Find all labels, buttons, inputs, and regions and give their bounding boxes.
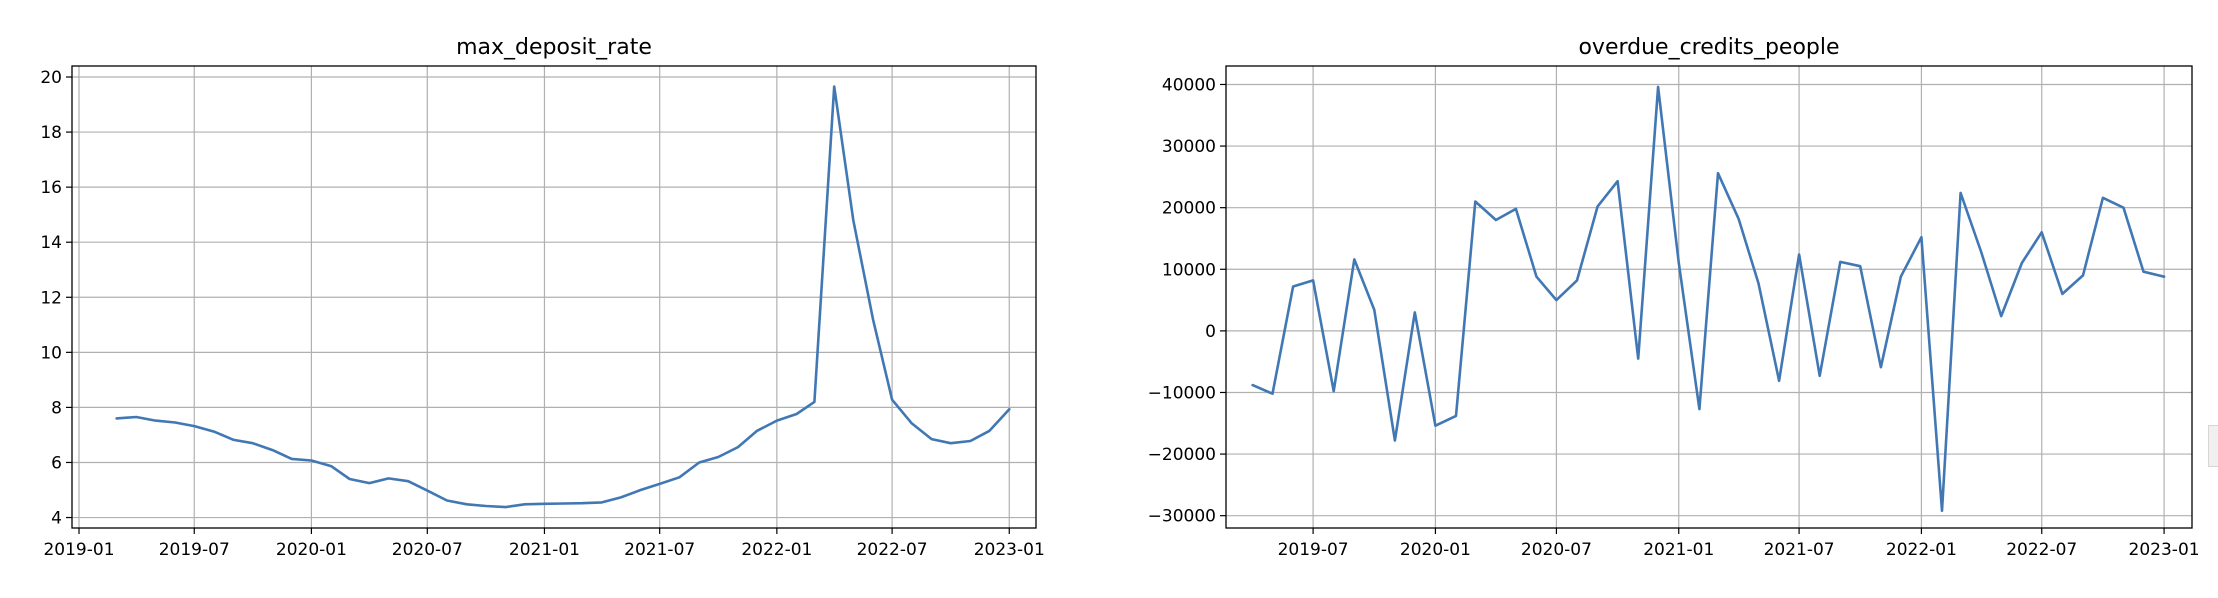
y-tick-label: −20000 [1148,445,1216,465]
y-tick-label: 20000 [1162,199,1216,219]
x-tick-label: 2021-07 [624,540,695,560]
plot-frame [71,65,1037,529]
chart-title: overdue_credits_people [1578,35,1839,60]
chart-title: max_deposit_rate [456,35,652,60]
chart-overdue-credits-people: overdue_credits_people 2019-07 2020-01 202… [1148,35,2200,560]
chart-max-deposit-rate: max_deposit_rate 2019-01 2019-07 2020-01 20… [40,35,1044,560]
y-tick-label: −10000 [1148,383,1216,403]
grid [1226,66,2192,528]
y-tick-label: 30000 [1162,137,1216,157]
x-tick-label: 2021-07 [1764,540,1835,560]
x-tick-label: 2020-07 [392,540,463,560]
y-tick-label: 0 [1205,322,1216,342]
y-tick-label: 4 [51,509,62,529]
ticks: 2019-07 2020-01 2020-07 2021-01 2021-07 2022-… [1148,75,2200,560]
y-tick-label: 10000 [1162,260,1216,280]
x-tick-label: 2022-07 [857,540,928,560]
y-tick-label: 6 [51,453,62,473]
x-tick-label: 2023-01 [2129,540,2200,560]
y-tick-label: 20 [40,68,62,88]
series-line [1251,85,2166,513]
y-tick-label: 16 [40,178,62,198]
x-tick-label: 2020-07 [1521,540,1592,560]
x-tick-label: 2020-01 [276,540,347,560]
y-tick-label: 18 [40,123,62,143]
y-tick-label: 14 [40,233,62,253]
x-tick-label: 2021-01 [509,540,580,560]
series-line [115,85,1011,509]
grid [72,66,1036,528]
ticks: 2019-01 2019-07 2020-01 2020-07 2021-01 2021-… [40,68,1044,560]
x-tick-label: 2021-01 [1643,540,1714,560]
x-tick-label: 2019-07 [1278,540,1349,560]
y-tick-label: 8 [51,398,62,418]
x-tick-label: 2019-01 [43,540,114,560]
y-tick-label: 12 [40,288,62,308]
y-tick-label: −30000 [1148,507,1216,527]
x-tick-label: 2022-07 [2006,540,2077,560]
x-tick-label: 2020-01 [1400,540,1471,560]
y-tick-label: 10 [40,343,62,363]
y-tick-label: 40000 [1162,75,1216,95]
scroll-handle[interactable] [2208,425,2218,467]
x-tick-label: 2019-07 [159,540,230,560]
x-tick-label: 2022-01 [1886,540,1957,560]
plot-frame [1225,65,2193,529]
x-tick-label: 2023-01 [974,540,1045,560]
x-tick-label: 2022-01 [741,540,812,560]
